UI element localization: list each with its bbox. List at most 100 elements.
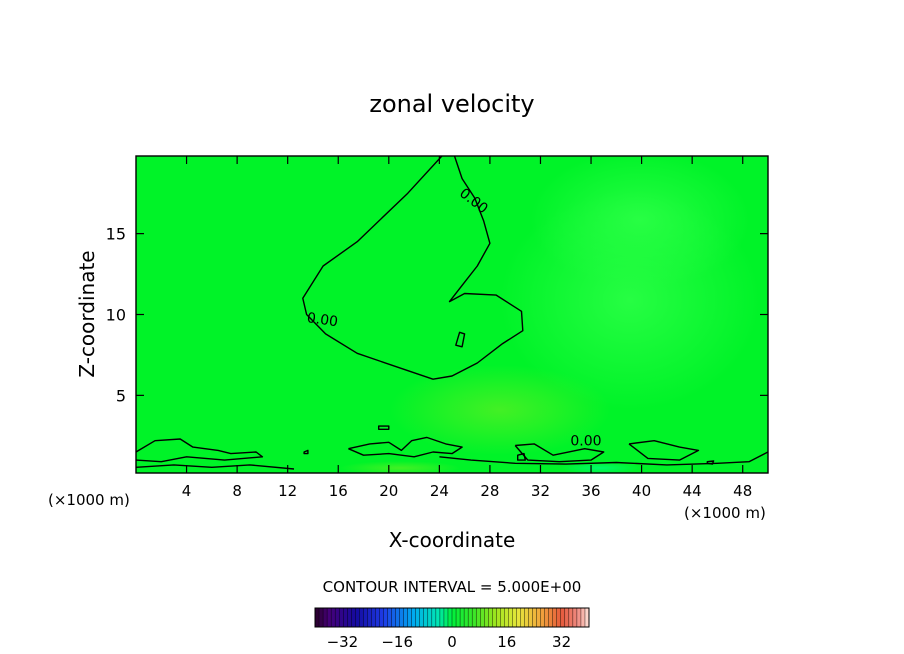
colorbar-cell [338,607,344,628]
x-tick-label: 20 [379,482,398,500]
colorbar-cell [475,607,481,628]
x-tick-labels: 4 8 12 16 20 24 28 32 36 40 44 48 [182,482,752,500]
colorbar-tick-label: 32 [552,633,571,651]
colorbar-cell [504,607,509,628]
y-axis-label: Z-coordinate [75,250,99,377]
colorbar-cell [334,607,340,628]
colorbar-cell [484,607,489,628]
colorbar-cell [580,607,586,628]
plot-area [136,156,768,473]
colorbar-cell [455,607,461,628]
colorbar-cell [423,607,429,628]
contour-line-low [136,438,264,463]
axis-ticks [136,156,768,473]
colorbar-cell [536,607,542,628]
colorbar-tick-labels: −32 −16 0 16 32 [327,633,572,651]
colorbar-cell [544,607,550,628]
colorbar-cell [318,607,324,628]
colorbar-cell [347,607,352,628]
x-tick-label: 4 [182,482,192,500]
contour-line-small [706,460,715,465]
contour-line-low [439,451,768,466]
colorbar-cell [532,607,538,628]
colorbar-cell [387,607,393,628]
x-tick-label: 44 [683,482,702,500]
colorbar-cell [343,607,348,628]
x-tick-label: 40 [632,482,651,500]
colorbar-cell [492,607,497,628]
colorbar-cell [572,607,578,628]
colorbar-cell [512,607,517,628]
colorbar-cell [435,607,441,628]
colorbar-cell [371,607,376,628]
colorbar-cell [447,607,453,628]
x-tick-label: 16 [329,482,348,500]
colorbar-cell [496,607,501,628]
contour-line-main [302,156,524,380]
colorbar-cell [480,607,485,628]
colorbar-cell [540,607,546,628]
field-yellowish-bottom [340,461,460,473]
field-cyan-region [560,462,640,473]
colorbar-tick-label: 16 [497,633,516,651]
y-tick-label: 5 [116,386,126,405]
colorbar-cell [459,607,465,628]
contour-label: 0.00 [306,310,339,330]
colorbar-cell [415,607,421,628]
x-tick-label: 48 [733,482,752,500]
x-tick-label: 12 [278,482,297,500]
colorbar-cell [463,607,469,628]
colorbar-cell [395,607,401,628]
x-tick-label: 28 [480,482,499,500]
contour-line-low [514,443,605,463]
colorbar-cell [330,607,336,628]
colorbar-cell [351,607,356,628]
contour-line-small [303,449,309,455]
field-yellowish-region [390,365,610,455]
colorbar-cell [552,607,558,628]
colorbar-tick-label: −32 [327,633,359,651]
colorbar-cell [314,607,320,628]
contour-lines [136,156,768,470]
colorbar-cell [411,607,417,628]
x-axis-label: X-coordinate [389,528,516,552]
colorbar-cell [407,607,413,628]
colorbar-cell [403,607,409,628]
colorbar-cell [516,607,521,628]
colorbar-cell [576,607,582,628]
colorbar-cell [379,607,385,628]
colorbar-cell [564,607,570,628]
x-tick-label: 36 [581,482,600,500]
colorbar-cell [520,607,526,628]
x-unit-left: (×1000 m) [48,491,130,509]
contour-line-low [348,436,463,458]
colorbar-cell [439,607,445,628]
colorbar-cell [528,607,534,628]
x-tick-label: 24 [430,482,449,500]
colorbar-cell [375,607,380,628]
y-tick-label: 15 [106,225,126,244]
colorbar-cell [431,607,437,628]
contour-label: 0.00 [570,434,601,450]
colorbar-cell [568,607,574,628]
colorbar-cell [359,607,364,628]
colorbar-tick-label: 0 [447,633,457,651]
contour-line-small [517,452,526,461]
colorbar-cell [322,607,328,628]
colorbar-cell [326,607,332,628]
colorbar-cell [419,607,425,628]
x-tick-label: 32 [531,482,550,500]
colorbar-cell [363,607,368,628]
x-tick-label: 8 [232,482,242,500]
colorbar-cell [508,607,513,628]
chart-title: zonal velocity [369,90,534,118]
colorbar-cell [355,607,360,628]
contour-interval-text: CONTOUR INTERVAL = 5.000E+00 [323,578,582,596]
colorbar-cell [560,607,566,628]
colorbar [314,607,590,628]
colorbar-cell [367,607,372,628]
colorbar-cell [500,607,505,628]
y-tick-labels: 5 10 15 [106,225,126,406]
colorbar-cell [488,607,493,628]
